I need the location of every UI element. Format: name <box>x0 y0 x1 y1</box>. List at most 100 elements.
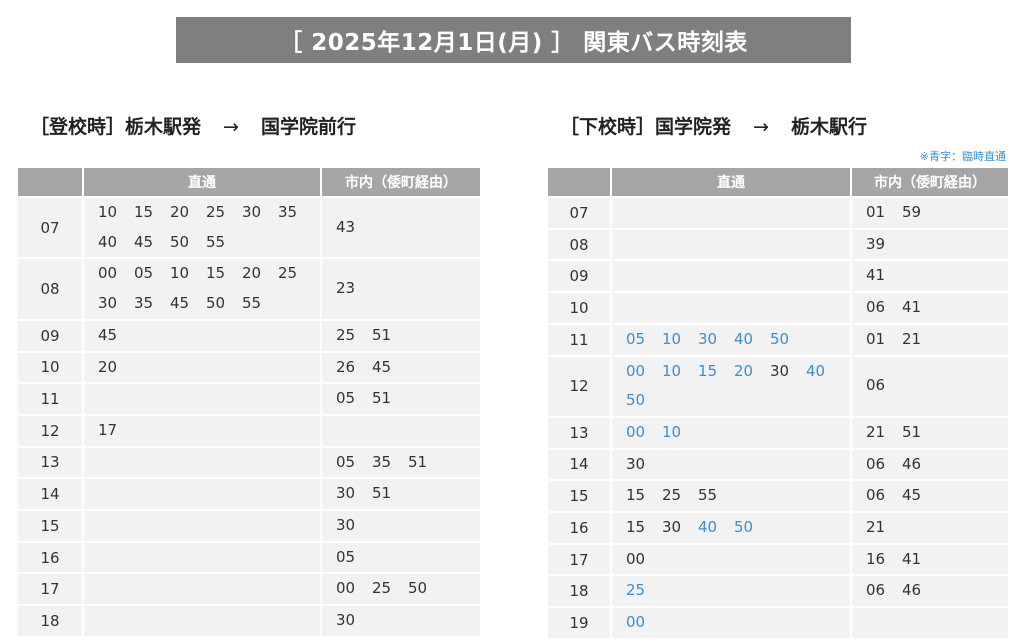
extra-departure-time: 50 <box>626 391 646 410</box>
header-row: 直通 市内（倭町経由） <box>18 168 480 196</box>
departure-time: 00 <box>98 264 118 283</box>
hour-cell: 18 <box>548 576 610 607</box>
extra-departure-time: 50 <box>770 329 790 348</box>
extra-departure-time: 05 <box>626 329 646 348</box>
city-times-cell: 06 41 <box>852 293 1008 323</box>
departure-time: 20 <box>98 357 118 376</box>
departure-time: 05 <box>336 452 356 471</box>
direct-times-cell <box>84 447 320 478</box>
hour-cell: 08 <box>18 259 82 319</box>
departure-time: 41 <box>902 298 922 317</box>
departure-time: 06 <box>866 376 886 395</box>
hour-cell: 17 <box>548 544 610 575</box>
route-from: ［下校時］国学院発 <box>560 116 732 138</box>
departure-time: 21 <box>866 518 886 537</box>
departure-time: 15 <box>206 264 226 283</box>
departure-time: 01 <box>866 329 886 348</box>
departure-time: 15 <box>626 518 646 537</box>
departure-time: 06 <box>866 486 886 505</box>
hour-cell: 11 <box>548 324 610 355</box>
route-to: 国学院前行 <box>260 116 356 138</box>
table-row: 12 17 <box>18 415 480 446</box>
header-city: 市内（倭町経由） <box>322 168 480 196</box>
departure-time: 45 <box>134 232 154 251</box>
table-row: 09 41 <box>548 261 1008 292</box>
departure-time: 30 <box>626 454 646 473</box>
extra-departure-time: 40 <box>698 518 718 537</box>
departure-time: 35 <box>134 294 154 313</box>
departure-time: 15 <box>134 203 154 221</box>
departure-time: 01 <box>866 203 886 221</box>
city-times-cell: 30 51 <box>322 479 480 510</box>
left-route-heading: ［登校時］栃木駅発 → 国学院前行 <box>30 112 356 139</box>
header-direct: 直通 <box>84 168 320 196</box>
departure-time: 05 <box>336 547 356 566</box>
hour-cell: 10 <box>548 293 610 323</box>
table-row: 09 45 25 51 <box>18 320 480 351</box>
departure-time: 25 <box>662 486 682 505</box>
city-times-cell: 23 <box>322 259 480 319</box>
hour-cell: 13 <box>548 417 610 448</box>
hour-cell: 11 <box>18 384 82 414</box>
direct-times-cell: 00 10 15 20 30 40 50 <box>612 356 850 416</box>
hour-cell: 10 <box>18 352 82 383</box>
departure-time: 55 <box>698 486 718 505</box>
departure-time: 45 <box>902 486 922 505</box>
arrow-icon: → <box>223 116 239 138</box>
departure-time: 39 <box>866 234 886 253</box>
city-times-cell: 43 <box>322 198 480 258</box>
header-row: 直通 市内（倭町経由） <box>548 168 1008 196</box>
table-row: 14 30 51 <box>18 479 480 510</box>
direct-times-cell: 25 <box>612 576 850 607</box>
direct-times-cell: 15 25 55 <box>612 481 850 512</box>
direct-times-cell <box>612 293 850 323</box>
direct-times-cell: 10 15 20 25 30 35 40 45 50 55 <box>84 198 320 258</box>
table-row: 08 00 05 10 15 20 25 30 35 45 50 55 23 <box>18 259 480 319</box>
departure-time: 06 <box>866 298 886 317</box>
departure-time: 41 <box>902 549 922 568</box>
hour-cell: 08 <box>548 229 610 260</box>
direct-times-cell: 00 <box>612 544 850 575</box>
table-row: 16 05 <box>18 542 480 573</box>
city-times-cell: 01 21 <box>852 324 1008 355</box>
departure-time: 59 <box>902 203 922 221</box>
departure-time: 15 <box>626 486 646 505</box>
departure-time: 30 <box>242 203 262 221</box>
hour-cell: 17 <box>18 574 82 605</box>
table-row: 18 25 06 46 <box>548 576 1008 607</box>
table-row: 11 05 51 <box>18 384 480 414</box>
route-to: 栃木駅行 <box>790 116 867 138</box>
departure-time: 10 <box>170 264 190 283</box>
direct-times-cell <box>612 229 850 260</box>
departure-time: 40 <box>98 232 118 251</box>
departure-time: 46 <box>902 454 922 473</box>
hour-cell: 07 <box>548 198 610 228</box>
table-row: 07 10 15 20 25 30 35 40 45 50 55 43 <box>18 198 480 258</box>
departure-time: 00 <box>336 579 356 598</box>
city-times-cell: 05 <box>322 542 480 573</box>
extra-departure-time: 00 <box>626 422 646 441</box>
extra-departure-time: 30 <box>698 329 718 348</box>
extra-departure-time: 15 <box>698 361 718 380</box>
table-row: 15 30 <box>18 511 480 541</box>
direct-times-cell: 00 05 10 15 20 25 30 35 45 50 55 <box>84 259 320 319</box>
departure-time: 51 <box>902 422 922 441</box>
departure-time: 30 <box>336 611 356 630</box>
extra-departure-time: 10 <box>662 422 682 441</box>
header-hour <box>548 168 610 196</box>
table-row: 15 15 25 55 06 45 <box>548 481 1008 512</box>
direct-times-cell <box>84 542 320 573</box>
departure-time: 45 <box>170 294 190 313</box>
city-times-cell: 21 <box>852 513 1008 543</box>
direct-times-cell: 00 10 <box>612 417 850 448</box>
table-row: 11 05 10 30 40 50 01 21 <box>548 324 1008 355</box>
direct-times-cell: 45 <box>84 320 320 351</box>
table-row: 17 00 16 41 <box>548 544 1008 575</box>
outbound-timetable: 直通 市内（倭町経由） 07 10 15 20 25 30 3540 45 50 55 43 08 00… <box>16 166 482 638</box>
extra-departure-time: 00 <box>626 613 646 632</box>
hour-cell: 14 <box>548 449 610 480</box>
departure-time: 05 <box>336 389 356 408</box>
direct-times-cell: 00 <box>612 608 850 638</box>
departure-time: 16 <box>866 549 886 568</box>
departure-time: 00 <box>626 549 646 568</box>
